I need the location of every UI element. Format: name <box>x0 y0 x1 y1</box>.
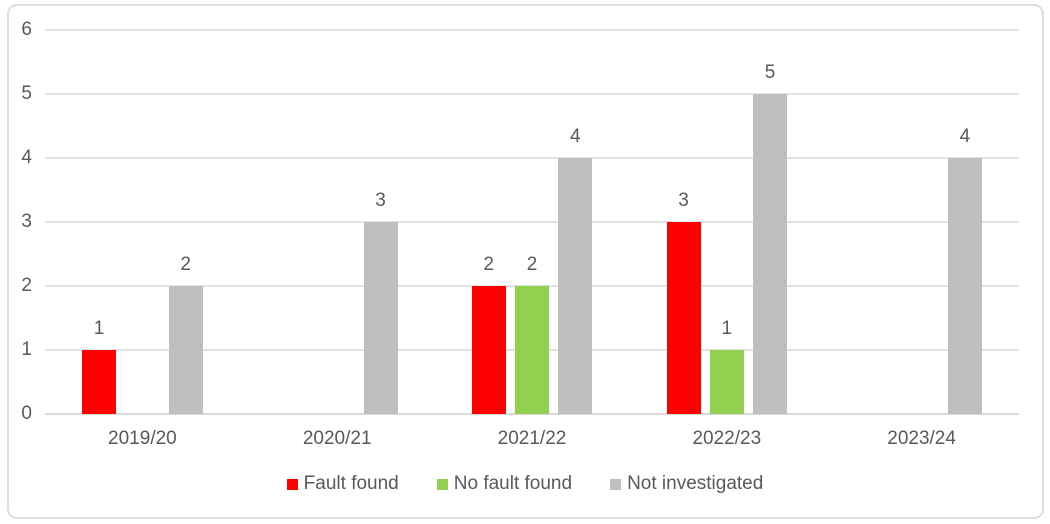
bar-not-investigated-2019-20 <box>168 286 203 414</box>
data-label-fault-found-2022-23: 3 <box>678 190 689 211</box>
data-label-no-fault-found-2021-22: 2 <box>526 254 538 275</box>
y-axis-label-3: 3 <box>21 211 32 232</box>
bar-no-fault-found-2022-23 <box>709 350 744 414</box>
y-axis-label-1: 1 <box>21 339 32 360</box>
data-label-fault-found-2019-20: 1 <box>93 318 105 339</box>
gridline-3 <box>45 221 1019 223</box>
bar-fault-found-2022-23 <box>666 222 701 414</box>
bar-not-investigated-2022-23 <box>753 94 788 414</box>
data-label-not-investigated-2021-22: 4 <box>570 126 581 147</box>
bar-fault-found-2019-20 <box>82 350 117 414</box>
y-axis-label-6: 6 <box>21 19 32 40</box>
x-axis-label-2019-20: 2019/20 <box>108 428 177 449</box>
legend: Fault found No fault found Not investigate… <box>0 471 1050 497</box>
bar-no-fault-found-2021-22 <box>515 286 549 414</box>
data-label-not-investigated-2023-24: 4 <box>959 126 971 147</box>
gridline-0 <box>45 413 1019 415</box>
y-axis-label-4: 4 <box>21 147 32 168</box>
bar-not-investigated-2023-24 <box>947 158 982 414</box>
bar-not-investigated-2020-21 <box>363 222 398 414</box>
gridline-6 <box>45 29 1019 31</box>
bar-fault-found-2021-22 <box>471 286 506 414</box>
gridline-5 <box>45 93 1019 95</box>
x-axis-label-2020-21: 2020/21 <box>302 428 372 449</box>
data-label-fault-found-2021-22: 2 <box>483 254 494 275</box>
y-axis-label-0: 0 <box>21 403 32 424</box>
gridline-4 <box>45 157 1019 159</box>
data-label-not-investigated-2022-23: 5 <box>764 62 776 83</box>
legend-item-fault-found: Fault found <box>286 473 399 495</box>
x-axis-label-2022-23: 2022/23 <box>692 428 762 449</box>
legend-swatch-fault-found <box>286 478 298 490</box>
x-axis-label-2023-24: 2023/24 <box>887 428 956 449</box>
data-label-not-investigated-2020-21: 3 <box>375 190 386 211</box>
legend-swatch-no-fault-found <box>436 478 448 490</box>
y-axis-label-5: 5 <box>21 83 32 104</box>
legend-item-no-fault-found: No fault found <box>436 473 573 495</box>
x-axis-label-2021-22: 2021/22 <box>497 428 567 449</box>
legend-item-not-investigated: Not investigated <box>610 473 763 495</box>
bar-not-investigated-2021-22 <box>558 158 593 414</box>
legend-label-no-fault-found: No fault found <box>453 473 573 494</box>
legend-label-fault-found: Fault found <box>303 473 399 494</box>
data-label-not-investigated-2019-20: 2 <box>180 254 191 275</box>
data-label-no-fault-found-2022-23: 1 <box>721 318 733 339</box>
y-axis-label-2: 2 <box>21 275 32 296</box>
legend-label-not-investigated: Not investigated <box>627 473 764 494</box>
legend-swatch-not-investigated <box>610 478 622 490</box>
